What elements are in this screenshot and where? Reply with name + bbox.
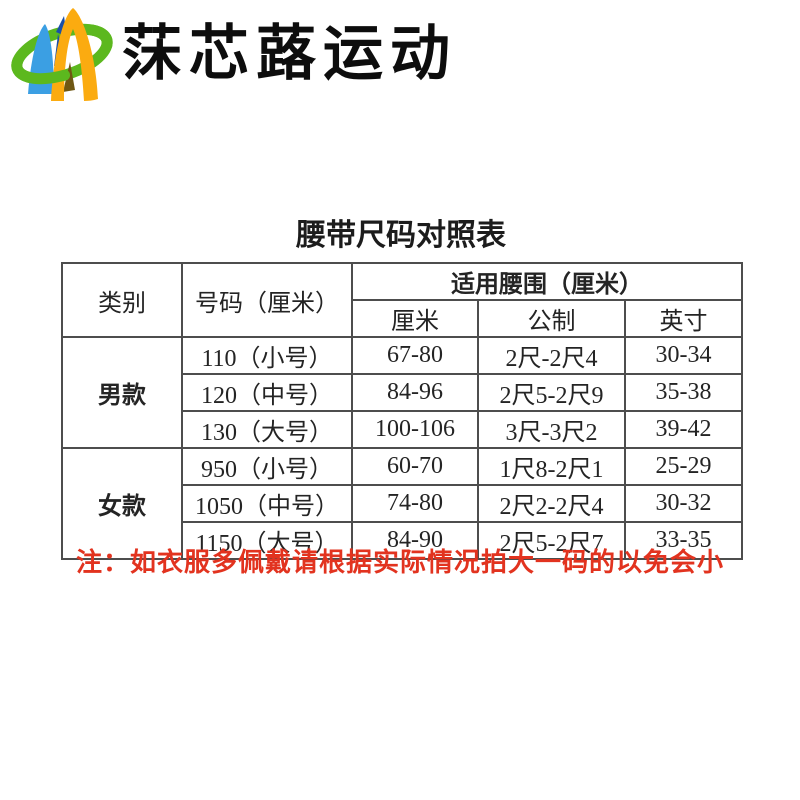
cell-metric: 2尺5-2尺7 bbox=[477, 521, 626, 560]
table-row: 1150（大号） 84-90 2尺5-2尺7 33-35 bbox=[62, 521, 744, 560]
col-header-inch: 英寸 bbox=[623, 299, 744, 338]
cell-metric: 2尺2-2尺4 bbox=[477, 484, 626, 523]
col-header-waist-group: 适用腰围（厘米） bbox=[350, 262, 744, 301]
cell-inch: 30-32 bbox=[623, 484, 744, 523]
cell-metric: 2尺-2尺4 bbox=[477, 336, 626, 375]
size-chart-title: 腰带尺码对照表 bbox=[296, 219, 506, 252]
brand-header: 莯芯蕗运动 bbox=[8, 2, 457, 106]
col-header-size: 号码（厘米） bbox=[181, 262, 353, 338]
logo-yellow-arch bbox=[51, 8, 98, 101]
col-header-metric: 公制 bbox=[477, 299, 626, 338]
cell-size: 1150（大号） bbox=[181, 521, 353, 560]
cell-cm: 84-96 bbox=[351, 373, 479, 412]
cell-inch: 39-42 bbox=[623, 410, 744, 449]
table-row: 120（中号） 84-96 2尺5-2尺9 35-38 bbox=[62, 373, 744, 412]
brand-logo-icon bbox=[11, 8, 113, 101]
group-label-men: 男款 bbox=[61, 336, 183, 449]
table-row: 1050（中号） 74-80 2尺2-2尺4 30-32 bbox=[62, 484, 744, 523]
cell-metric: 2尺5-2尺9 bbox=[477, 373, 626, 412]
cell-inch: 30-34 bbox=[623, 336, 744, 375]
logo-ring-front-left bbox=[11, 55, 71, 85]
col-header-cm: 厘米 bbox=[351, 299, 479, 338]
cell-size: 110（小号） bbox=[181, 336, 353, 375]
size-note: 注：如衣服多佩戴请根据实际情况拍大一码的以免会小 bbox=[75, 547, 724, 577]
cell-size: 130（大号） bbox=[181, 410, 353, 449]
table-row: 女款 950（小号） 60-70 1尺8-2尺1 25-29 bbox=[61, 447, 744, 560]
cell-size: 1050（中号） bbox=[181, 484, 353, 523]
cell-size: 120（中号） bbox=[181, 373, 353, 412]
header-row-1: 类别 号码（厘米） 适用腰围（厘米） bbox=[61, 262, 744, 338]
table-row: 男款 110（小号） 67-80 2尺-2尺4 30-34 bbox=[61, 336, 744, 449]
cell-metric: 3尺-3尺2 bbox=[477, 410, 626, 449]
cell-size: 950（小号） bbox=[181, 447, 353, 486]
logo-ring-front-right bbox=[86, 24, 113, 51]
cell-cm: 60-70 bbox=[351, 447, 479, 486]
group-label-women: 女款 bbox=[61, 447, 183, 560]
size-chart-table: 类别 号码（厘米） 适用腰围（厘米） 厘米 公制 英寸 男款 110（小号） 6… bbox=[61, 262, 744, 560]
cell-cm: 74-80 bbox=[351, 484, 479, 523]
cell-cm: 100-106 bbox=[351, 410, 479, 449]
brand-name: 莯芯蕗运动 bbox=[122, 21, 457, 87]
cell-inch: 33-35 bbox=[623, 521, 744, 560]
cell-inch: 25-29 bbox=[623, 447, 744, 486]
table-row: 130（大号） 100-106 3尺-3尺2 39-42 bbox=[62, 410, 744, 449]
size-chart: 腰带尺码对照表 类别 号码（厘米） 适用腰围（厘米） 厘米 公制 英寸 男款 1… bbox=[61, 219, 744, 560]
cell-inch: 35-38 bbox=[623, 373, 744, 412]
cell-cm: 67-80 bbox=[351, 336, 479, 375]
header-row-2: 厘米 公制 英寸 bbox=[62, 299, 744, 338]
cell-metric: 1尺8-2尺1 bbox=[477, 447, 626, 486]
cell-cm: 84-90 bbox=[351, 521, 479, 560]
col-header-category: 类别 bbox=[61, 262, 183, 338]
